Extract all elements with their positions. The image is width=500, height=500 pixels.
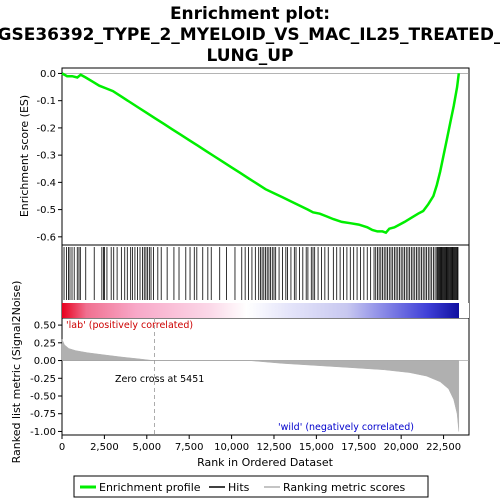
- zero-cross-label: Zero cross at 5451: [115, 374, 204, 385]
- metric-y-axis-label: Ranked list metric (Signal2Noise): [10, 281, 23, 464]
- legend-hits-label: Hits: [228, 481, 250, 494]
- x-tick-label: 10,000: [214, 442, 249, 453]
- es-y-tick-label: -0.4: [36, 178, 56, 189]
- legend-box: [73, 475, 429, 498]
- positive-correlation-label: 'lab' (positively correlated): [66, 320, 193, 331]
- x-tick-label: 22,500: [426, 442, 461, 453]
- x-tick-label: 0: [59, 442, 65, 453]
- metric-y-tick-label: 0.00: [34, 356, 56, 367]
- x-tick-label: 7,500: [175, 442, 204, 453]
- es-y-axis-label: Enrichment score (ES): [18, 95, 31, 217]
- legend-enrichment-label: Enrichment profile: [99, 481, 201, 494]
- metric-layer: [61, 318, 469, 435]
- es-y-tick-label: -0.6: [36, 232, 56, 243]
- x-axis-label: Rank in Ordered Dataset: [197, 456, 334, 469]
- axes-layer: 0.0 -0.1 -0.2 -0.3 -0.4 -0.5 -0.6 0.50 0.25 0.00 -…: [30, 69, 461, 453]
- metric-y-tick-label: 0.25: [34, 338, 56, 349]
- rank-gradient-bar: [62, 303, 469, 318]
- es-y-tick-label: -0.1: [36, 96, 56, 107]
- negative-correlation-label: 'wild' (negatively correlated): [278, 422, 414, 433]
- x-tick-label: 20,000: [384, 442, 419, 453]
- es-y-tick-label: -0.2: [36, 123, 56, 134]
- es-panel: [61, 67, 470, 246]
- metric-y-tick-label: -1.00: [30, 427, 56, 438]
- legend-metric-label: Ranking metric scores: [283, 481, 405, 494]
- rank-gradient-fill: [62, 303, 469, 318]
- es-layer: [61, 72, 469, 235]
- x-tick-label: 12,500: [256, 442, 291, 453]
- ranking-metric-area: [61, 339, 460, 432]
- metric-y-tick-label: 0.50: [34, 321, 56, 332]
- hits-layer: [63, 247, 459, 300]
- metric-y-tick-label: -0.50: [30, 392, 56, 403]
- es-y-tick-label: -0.5: [36, 205, 56, 216]
- metric-y-tick-label: -0.75: [30, 409, 56, 420]
- x-tick-label: 17,500: [341, 442, 376, 453]
- metric-y-tick-label: -0.25: [30, 374, 56, 385]
- es-y-tick-label: 0.0: [40, 69, 56, 80]
- chart-title-line-2: GSE36392_TYPE_2_MYELOID_VS_MAC_IL25_TREA…: [0, 25, 500, 45]
- es-y-tick-label: -0.3: [36, 151, 56, 162]
- x-tick-label: 15,000: [299, 442, 334, 453]
- chart-title-line-1: Enrichment plot:: [170, 4, 330, 24]
- x-tick-label: 2,500: [90, 442, 119, 453]
- chart-title-line-3: LUNG_UP: [207, 46, 294, 66]
- x-tick-label: 5,000: [132, 442, 161, 453]
- enrichment-profile-line: [61, 72, 461, 235]
